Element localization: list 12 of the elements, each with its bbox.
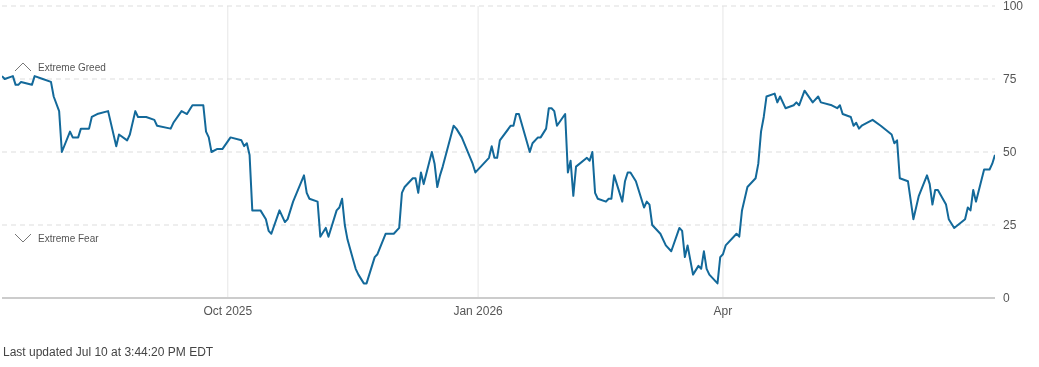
text: Last updated Jul 10 at 3:44:20 PM EDT	[3, 345, 214, 359]
x-tick-label: Jan 2026	[453, 303, 504, 318]
y-tick-label: 50	[1003, 145, 1017, 160]
y-tick-label: 100	[1003, 0, 1024, 14]
y-tick-label: 75	[1003, 72, 1017, 87]
y-tick-label: 25	[1003, 218, 1017, 233]
line-series	[2, 75, 995, 285]
x-tick-label: Oct 2025	[203, 303, 253, 318]
annotation: Extreme Fear	[38, 232, 99, 244]
y-tick-label: 0	[1003, 291, 1010, 306]
x-tick-label: Apr	[713, 303, 733, 318]
annotation: Extreme Greed	[38, 61, 106, 73]
